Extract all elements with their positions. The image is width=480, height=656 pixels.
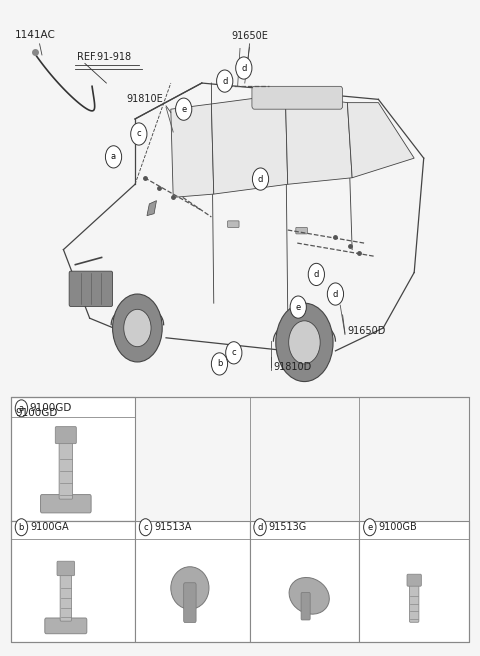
Text: d: d — [313, 270, 319, 279]
FancyBboxPatch shape — [184, 583, 196, 623]
Circle shape — [364, 519, 376, 536]
FancyBboxPatch shape — [135, 521, 250, 642]
Circle shape — [288, 321, 320, 364]
FancyBboxPatch shape — [296, 228, 307, 234]
Circle shape — [176, 98, 192, 120]
FancyBboxPatch shape — [252, 87, 343, 109]
Circle shape — [254, 519, 266, 536]
Circle shape — [308, 263, 324, 285]
FancyBboxPatch shape — [301, 592, 310, 620]
FancyBboxPatch shape — [40, 495, 91, 513]
FancyBboxPatch shape — [59, 438, 72, 499]
Circle shape — [211, 353, 228, 375]
Polygon shape — [147, 201, 156, 216]
Text: d: d — [241, 64, 247, 73]
Text: 1141AC: 1141AC — [14, 30, 55, 40]
Text: 91650E: 91650E — [231, 31, 268, 41]
Text: c: c — [231, 348, 236, 358]
Circle shape — [236, 57, 252, 79]
Text: b: b — [217, 359, 222, 369]
Text: 91810D: 91810D — [274, 362, 312, 373]
Text: 91513G: 91513G — [269, 522, 307, 532]
Text: b: b — [19, 523, 24, 532]
Text: 91650D: 91650D — [348, 326, 386, 336]
Circle shape — [276, 303, 333, 382]
Text: e: e — [367, 523, 372, 532]
Text: d: d — [333, 289, 338, 298]
Circle shape — [252, 168, 269, 190]
Circle shape — [15, 400, 28, 417]
Circle shape — [113, 294, 162, 362]
Text: 9100GD: 9100GD — [16, 408, 58, 419]
Circle shape — [131, 123, 147, 145]
Circle shape — [327, 283, 344, 305]
FancyBboxPatch shape — [250, 521, 360, 642]
Polygon shape — [348, 102, 414, 178]
FancyBboxPatch shape — [11, 521, 135, 642]
Text: 9100GD: 9100GD — [29, 403, 72, 413]
FancyBboxPatch shape — [60, 570, 72, 621]
Circle shape — [216, 70, 233, 92]
Polygon shape — [211, 94, 288, 194]
FancyBboxPatch shape — [57, 562, 74, 575]
FancyBboxPatch shape — [409, 581, 419, 623]
FancyBboxPatch shape — [360, 521, 469, 642]
Text: REF.91-918: REF.91-918 — [77, 52, 131, 62]
Text: d: d — [258, 174, 263, 184]
Text: 9100GB: 9100GB — [378, 522, 417, 532]
Text: e: e — [296, 302, 301, 312]
Text: d: d — [222, 77, 228, 85]
Polygon shape — [171, 104, 214, 197]
Ellipse shape — [289, 577, 329, 614]
FancyBboxPatch shape — [55, 426, 76, 443]
Text: 9100GA: 9100GA — [30, 522, 69, 532]
Circle shape — [106, 146, 121, 168]
Circle shape — [124, 310, 151, 346]
Text: a: a — [111, 152, 116, 161]
Circle shape — [139, 519, 152, 536]
FancyBboxPatch shape — [11, 397, 135, 521]
FancyBboxPatch shape — [407, 574, 421, 586]
Text: a: a — [19, 404, 24, 413]
Text: c: c — [136, 129, 141, 138]
Text: e: e — [181, 105, 186, 113]
Text: 91810E: 91810E — [126, 94, 163, 104]
Circle shape — [15, 519, 28, 536]
Circle shape — [290, 296, 306, 318]
Text: c: c — [143, 523, 148, 532]
FancyBboxPatch shape — [228, 221, 239, 228]
Ellipse shape — [171, 567, 209, 609]
FancyBboxPatch shape — [69, 271, 113, 306]
Circle shape — [226, 342, 242, 364]
FancyBboxPatch shape — [45, 618, 87, 634]
Polygon shape — [285, 94, 352, 184]
Text: 91513A: 91513A — [154, 522, 192, 532]
Text: d: d — [257, 523, 263, 532]
